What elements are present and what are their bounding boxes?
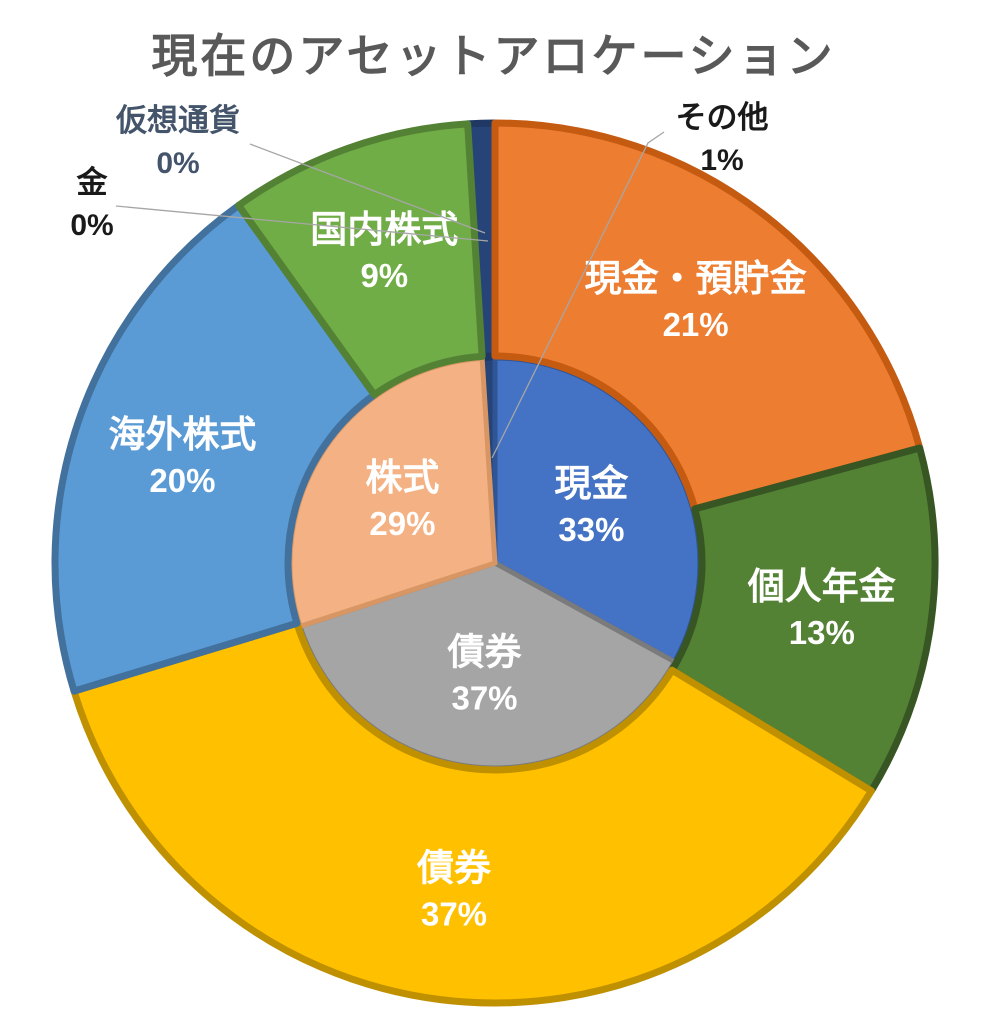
external-label-other: その他 1%: [676, 97, 769, 183]
outer-slice-domestic-stocks: [235, 120, 486, 399]
external-label-gold: 金 0%: [70, 162, 113, 248]
inner-slice-bonds-label: 債券: [447, 632, 523, 673]
outer-slice-domestic-stocks-pct: 9%: [360, 257, 408, 294]
outer-slice-bonds-pct: 37%: [421, 895, 487, 932]
external-label-gold-pct: 0%: [70, 209, 114, 242]
external-label-crypto-text: 仮想通貨: [116, 103, 240, 138]
outer-slice-foreign-stocks: [51, 201, 378, 695]
outer-slice-domestic-stocks-label: 国内株式: [310, 209, 458, 250]
external-label-gold-text: 金: [76, 165, 108, 200]
external-label-crypto-pct: 0%: [156, 147, 200, 180]
leader-line-gold: [115, 205, 489, 242]
outer-slice-cash-deposits-label: 現金・預貯金: [585, 257, 808, 299]
external-label-other-pct: 1%: [700, 144, 744, 177]
outer-slice-personal-pension-pct: 13%: [789, 614, 855, 651]
outer-slice-foreign-stocks-pct: 20%: [149, 462, 215, 499]
inner-slice-equities-pct: 29%: [369, 505, 435, 542]
inner-slice-cash-pct: 33%: [558, 511, 624, 548]
leader-line-crypto: [249, 143, 486, 234]
leader-line-other: [491, 131, 665, 459]
outer-slice-personal-pension-label: 個人年金: [747, 565, 897, 607]
chart-title: 現在のアセットアロケーション: [151, 30, 836, 82]
external-label-other-text: その他: [675, 100, 769, 135]
outer-slice-bonds: [70, 619, 875, 1007]
inner-slice-equities-label: 株式: [365, 457, 439, 498]
inner-slice-bonds-pct: 37%: [451, 680, 517, 717]
outer-slice-cash-deposits: [491, 119, 924, 513]
inner-slice-cash-label: 現金: [554, 462, 629, 504]
outer-slice-bonds-label: 債券: [416, 847, 492, 888]
outer-slice-personal-pension: [668, 444, 939, 795]
external-label-crypto: 仮想通貨 0%: [116, 100, 240, 186]
outer-slice-foreign-stocks-label: 海外株式: [108, 414, 256, 455]
outer-slice-cash-deposits-pct: 21%: [663, 306, 729, 343]
